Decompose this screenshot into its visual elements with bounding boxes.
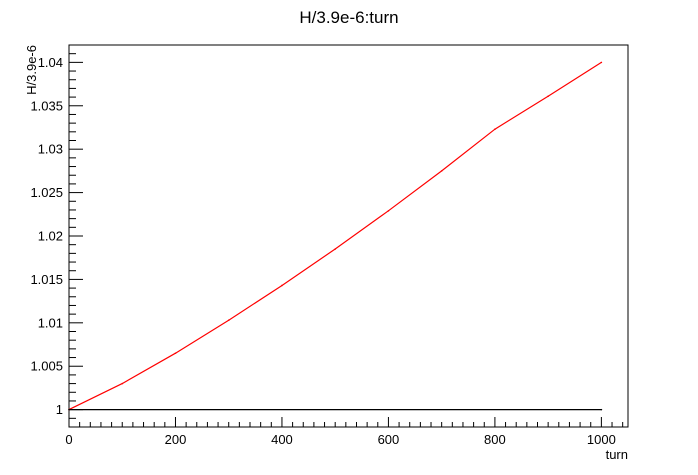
series-point-2	[68, 408, 70, 411]
x-axis-label: turn	[606, 447, 628, 462]
x-tick-label: 800	[484, 432, 506, 447]
x-tick-label: 200	[165, 432, 187, 447]
y-axis-label: H/3.9e-6	[24, 45, 39, 95]
tick-labels: 0 200 400 600 800 1000 1 1.005 1.01 1.015 1.02 1.02…	[30, 55, 615, 447]
series-point-1	[494, 128, 496, 131]
series-point-1	[600, 61, 603, 64]
x-tick-label: 600	[378, 432, 400, 447]
y-tick-label: 1	[56, 402, 63, 417]
tick-marks	[68, 44, 624, 428]
series-point-1	[387, 210, 390, 212]
y-tick-label: 1.01	[38, 315, 63, 330]
y-tick-label: 1.04	[38, 55, 63, 70]
series-point-1	[227, 319, 230, 322]
y-tick-label: 1.035	[30, 98, 63, 113]
y-tick-label: 1.025	[30, 185, 63, 200]
series-point-1	[440, 170, 443, 172]
x-tick-label: 1000	[587, 432, 616, 447]
y-tick-label: 1.02	[38, 229, 63, 244]
y-tick-label: 1.03	[38, 142, 63, 157]
series-layer	[68, 61, 603, 411]
series-point-1	[547, 95, 549, 98]
series-point-1	[174, 352, 177, 355]
plot-frame	[68, 44, 629, 428]
series-point-2	[600, 408, 603, 411]
x-tick-label: 400	[271, 432, 293, 447]
series-line-1	[68, 61, 602, 411]
y-tick-label: 1.015	[30, 272, 63, 287]
series-point-1	[281, 284, 283, 287]
chart-title: H/3.9e-6:turn	[299, 8, 398, 27]
x-tick-label: 0	[65, 432, 72, 447]
series-point-1	[121, 382, 124, 385]
series-point-1	[334, 248, 336, 250]
y-tick-label: 1.005	[30, 359, 63, 374]
